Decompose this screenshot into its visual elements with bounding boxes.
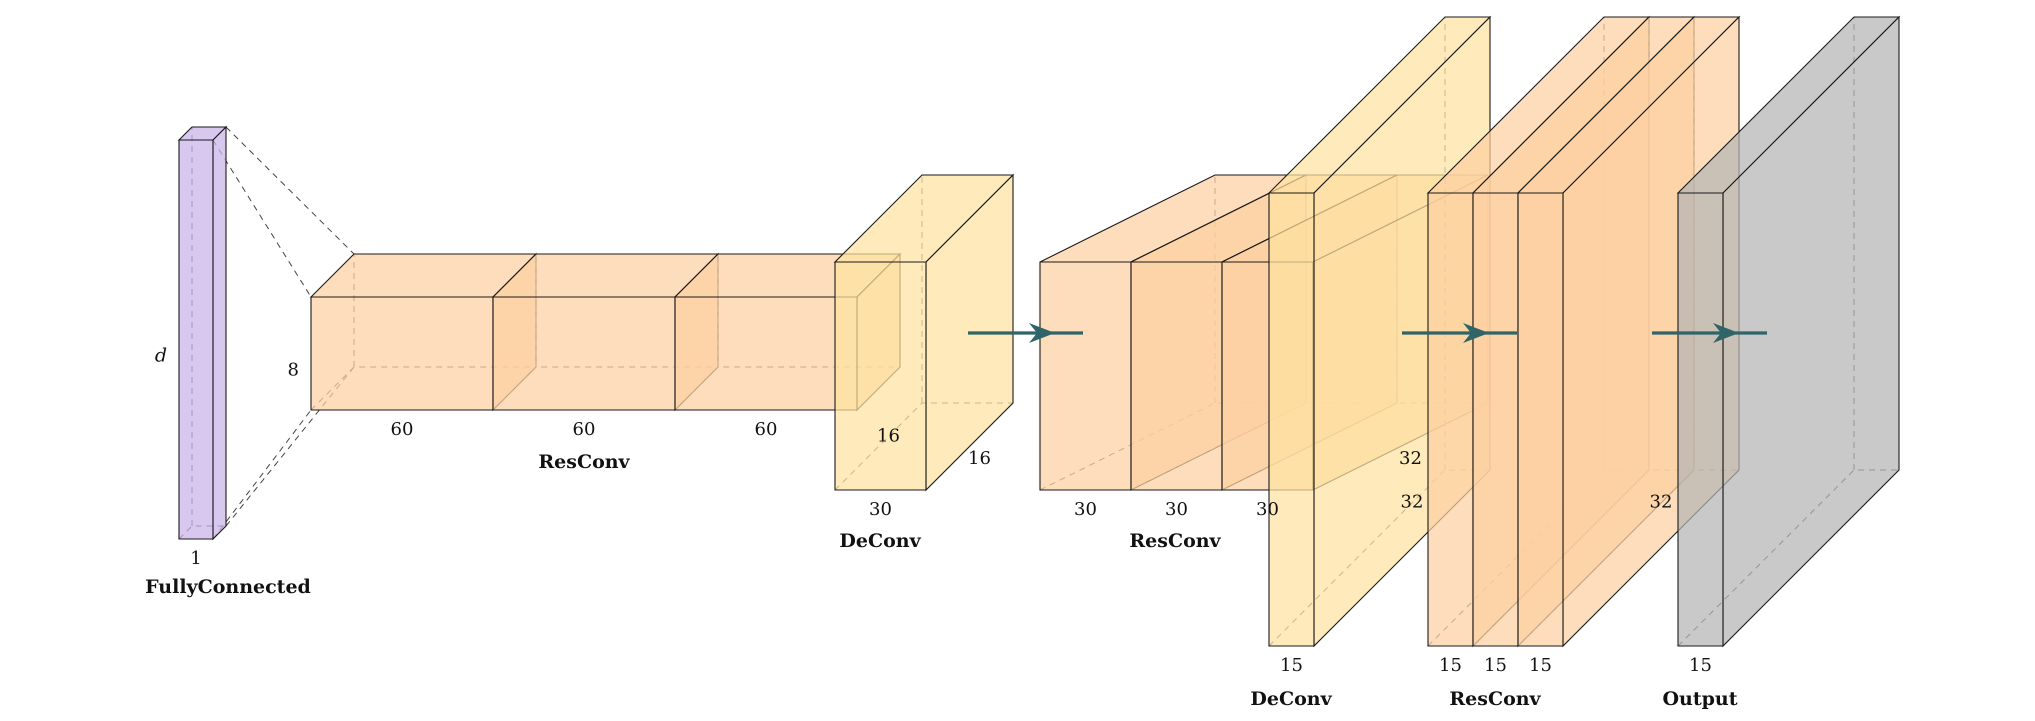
layer-width-label: 32 (1650, 492, 1673, 513)
layer-width-label: 16 (877, 426, 900, 447)
block-caption: FullyConnected (145, 576, 311, 598)
projection-line (213, 410, 311, 539)
block-caption: DeConv (1250, 688, 1332, 710)
layer-depth-label: 30 (1074, 499, 1097, 520)
cuboid-front-face (1473, 193, 1518, 646)
cuboid-front-face (675, 297, 857, 410)
layer-depth-label: 60 (755, 419, 778, 440)
projection-line (213, 140, 311, 297)
block-caption: ResConv (1129, 530, 1221, 552)
layer-depth-label: 15 (1529, 655, 1552, 676)
cuboid-front-face (1269, 193, 1314, 646)
block-caption: ResConv (1449, 688, 1541, 710)
layer-height-label: d (155, 345, 167, 367)
block-caption: DeConv (839, 530, 921, 552)
cuboid-front-face (835, 262, 926, 490)
layer-depth-label: 15 (1484, 655, 1507, 676)
layer-depth-label: 15 (1689, 655, 1712, 676)
layer-width-label: 32 (1399, 448, 1422, 469)
cuboid-front-face (1518, 193, 1563, 646)
layer-depth-label: 15 (1280, 655, 1303, 676)
cuboid-front-face (311, 297, 493, 410)
layer-width-label: 32 (1401, 492, 1424, 513)
cuboid-front-face (179, 140, 213, 539)
layer-depth-label: 30 (869, 499, 892, 520)
layer-depth-label: 60 (391, 419, 414, 440)
layer-depth-label: 1 (190, 548, 201, 569)
block-caption: ResConv (538, 451, 630, 473)
layer-depth-label: 60 (573, 419, 596, 440)
layer-width-label: 16 (968, 448, 991, 469)
projection-line (226, 127, 354, 254)
cuboid-front-face (1040, 262, 1131, 490)
cuboid-side-face (213, 127, 226, 539)
cuboid-front-face (493, 297, 675, 410)
layer-depth-label: 30 (1256, 499, 1279, 520)
cuboid-front-face (1428, 193, 1473, 646)
layer-height-label: 8 (288, 360, 299, 381)
layer-depth-label: 15 (1439, 655, 1462, 676)
cuboid-front-face (1131, 262, 1222, 490)
fc-layer-cuboid (179, 127, 226, 539)
block-caption: Output (1662, 688, 1737, 710)
layer-depth-label: 30 (1165, 499, 1188, 520)
cuboid-front-face (1678, 193, 1723, 646)
